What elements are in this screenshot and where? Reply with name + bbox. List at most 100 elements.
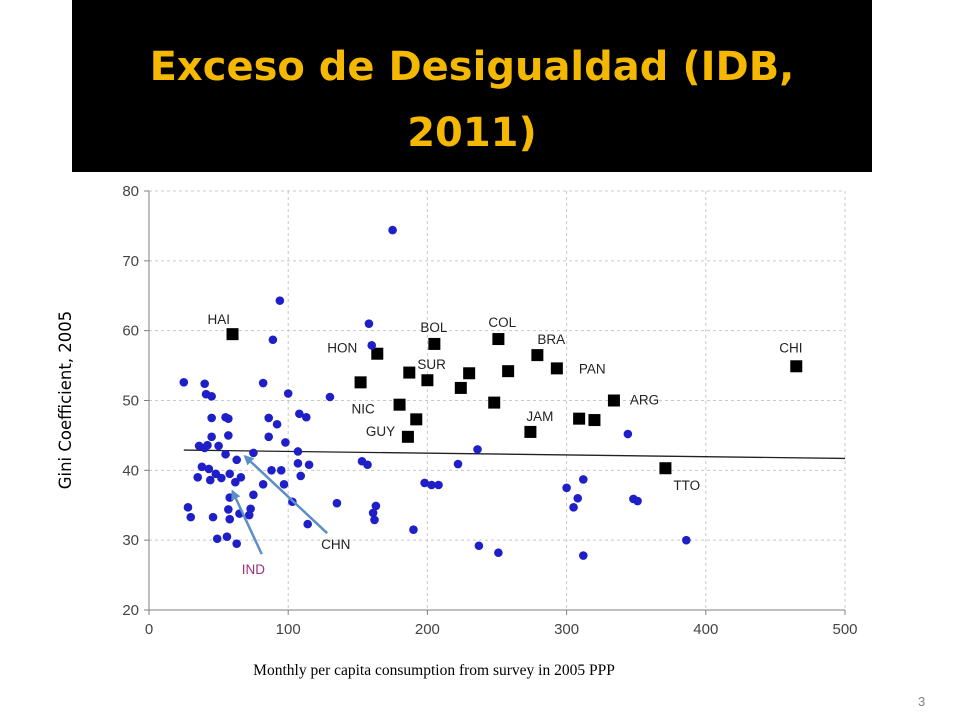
country-point	[363, 460, 372, 470]
latam-point	[502, 365, 515, 378]
country-point	[204, 464, 214, 474]
latam-point	[421, 374, 434, 387]
x-tick-label: 200	[415, 621, 440, 638]
axes: 0 100 200 300 400 500 20 30 40 50 60 70 80	[122, 183, 857, 638]
country-point	[368, 508, 378, 518]
scatter-chart: 0 100 200 300 400 500 20 30 40 50 60 70 80 HAI HON NIC…	[56, 183, 858, 679]
country-point	[264, 413, 274, 423]
country-point	[573, 493, 583, 503]
point-label: BRA	[537, 332, 565, 347]
point-label: HAI	[208, 312, 231, 327]
annotations: CHN IND	[231, 455, 350, 577]
slide-title-line-1: Exceso de Desigualdad (IDB,	[149, 44, 795, 90]
point-label: ARG	[630, 393, 659, 408]
latam-point	[410, 413, 423, 426]
country-point	[179, 378, 189, 387]
country-point	[212, 534, 222, 544]
country-point	[367, 341, 377, 350]
y-tick-label: 30	[122, 532, 139, 549]
country-point	[249, 448, 258, 458]
latam-point	[550, 362, 563, 375]
latam-point	[393, 398, 406, 411]
point-label: PAN	[579, 361, 606, 376]
y-tick-label: 80	[122, 183, 139, 200]
country-point	[207, 392, 216, 401]
country-point	[427, 480, 436, 490]
annotation-label: CHN	[321, 537, 350, 552]
point-label: BOL	[420, 320, 448, 335]
latam-point	[403, 366, 416, 379]
annotation-label: IND	[242, 562, 266, 577]
country-point	[332, 498, 342, 508]
data-points	[179, 225, 803, 560]
latam-point	[488, 396, 501, 409]
point-label: GUY	[366, 424, 395, 439]
x-tick-label: 300	[554, 621, 579, 638]
country-point	[494, 548, 503, 558]
country-point	[217, 473, 226, 483]
point-label: JAM	[526, 409, 553, 424]
latam-point	[524, 425, 537, 438]
latam-point	[588, 414, 601, 427]
y-tick-label: 50	[122, 393, 139, 410]
country-point	[224, 505, 233, 514]
country-point	[275, 296, 285, 305]
country-point	[207, 413, 216, 423]
point-label: COL	[488, 315, 516, 330]
country-point	[388, 225, 397, 235]
country-point	[267, 466, 276, 475]
latam-point	[454, 381, 467, 394]
slide-title-line-2: 2011)	[407, 110, 537, 156]
latam-point	[463, 367, 476, 380]
country-point	[283, 389, 293, 398]
country-point	[244, 510, 254, 520]
slide-number: 3	[918, 694, 926, 709]
country-point	[279, 480, 289, 489]
y-axis-label: Gini Coefficient, 2005	[56, 311, 75, 490]
country-point	[268, 335, 278, 345]
latam-point	[401, 430, 414, 443]
country-point	[304, 460, 314, 470]
country-point	[272, 419, 282, 429]
country-point	[473, 445, 482, 454]
country-point	[281, 438, 290, 447]
country-point	[203, 440, 212, 450]
country-point	[224, 431, 233, 440]
point-label: NIC	[352, 402, 376, 417]
title-band: Exceso de Desigualdad (IDB, 2011)	[72, 0, 872, 172]
x-tick-label: 100	[276, 621, 301, 638]
x-tick-label: 500	[832, 621, 857, 638]
country-point	[295, 409, 304, 419]
country-point	[205, 475, 215, 485]
country-point	[579, 551, 588, 560]
country-point	[293, 459, 303, 468]
y-tick-label: 70	[122, 253, 139, 270]
country-point	[193, 473, 203, 482]
country-point	[236, 473, 246, 482]
country-point	[420, 478, 429, 488]
latam-point	[607, 394, 620, 407]
country-point	[225, 514, 235, 524]
latam-point	[354, 376, 367, 389]
country-point	[434, 480, 443, 490]
country-point	[409, 525, 418, 534]
country-point	[569, 503, 578, 512]
country-point	[197, 462, 207, 472]
latam-point	[428, 337, 441, 350]
latam-point	[531, 349, 544, 362]
latam-point	[492, 333, 505, 346]
x-axis-label: Monthly per capita consumption from surv…	[253, 662, 615, 679]
latam-point	[573, 412, 586, 425]
annotation-arrow	[231, 489, 263, 555]
country-point	[562, 483, 571, 493]
country-point	[200, 379, 209, 389]
country-point	[325, 392, 335, 402]
point-label: CHI	[779, 340, 802, 355]
country-point	[258, 480, 268, 489]
country-point	[208, 512, 218, 522]
country-point	[579, 475, 588, 484]
country-point	[623, 429, 633, 439]
country-point	[232, 539, 241, 548]
point-label: TTO	[673, 478, 700, 493]
country-point	[221, 449, 230, 459]
